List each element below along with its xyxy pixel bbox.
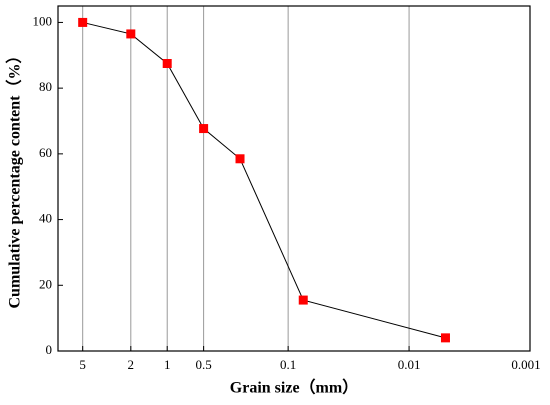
marker: [235, 154, 245, 164]
x-axis-label: Grain size（mm）: [230, 379, 358, 397]
x-tick-label: 0.01: [398, 357, 421, 372]
x-tick-label: 1: [164, 357, 171, 372]
y-tick-label: 40: [39, 211, 52, 226]
x-tick-label: 5: [79, 357, 86, 372]
marker: [126, 29, 136, 39]
x-tick-label: 0.1: [280, 357, 296, 372]
x-tick-label: 0.5: [195, 357, 211, 372]
x-tick-label: 0.001: [511, 357, 540, 372]
marker: [162, 59, 172, 68]
y-tick-label: 100: [33, 13, 53, 28]
marker: [440, 333, 450, 343]
y-tick-label: 80: [39, 79, 52, 94]
marker: [199, 124, 209, 134]
plot-frame: [57, 5, 531, 352]
y-tick-label: 60: [39, 145, 52, 160]
x-tick-label: 2: [128, 357, 135, 372]
marker: [298, 295, 308, 305]
data-line: [82, 21, 446, 339]
marker: [78, 17, 88, 27]
y-tick-label: 20: [39, 276, 52, 291]
y-axis-label: Cumulative percentage content（%）: [6, 47, 24, 308]
y-tick-label: 0: [46, 342, 53, 357]
